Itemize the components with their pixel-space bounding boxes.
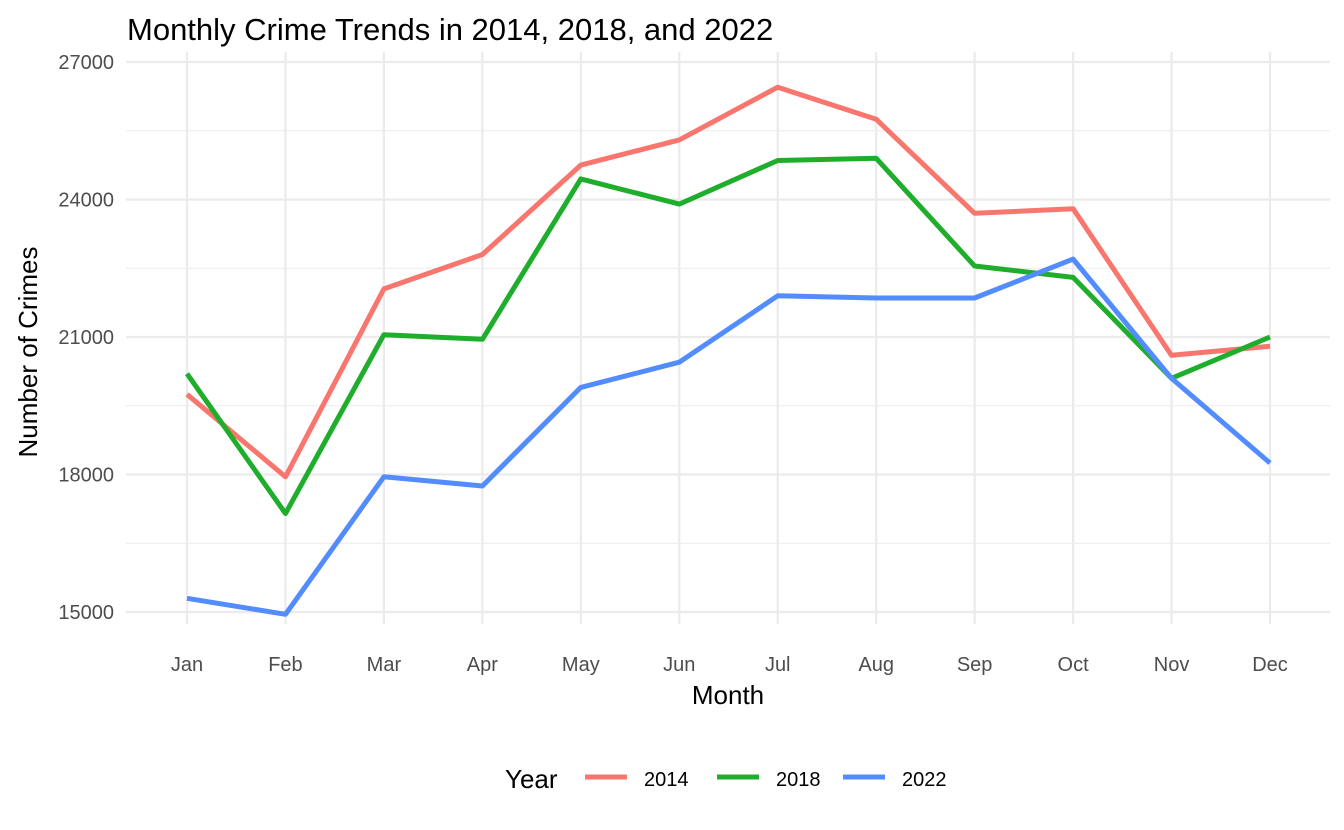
y-tick-label: 27000 — [58, 52, 114, 74]
y-tick-label: 21000 — [58, 327, 114, 349]
y-tick-label: 18000 — [58, 465, 114, 487]
series-lines — [184, 84, 1272, 617]
x-tick-label: Sep — [957, 654, 993, 676]
x-tick-label: Feb — [268, 654, 302, 676]
y-axis-ticks: 15000 18000 21000 24000 27000 — [58, 52, 114, 624]
x-tick-label: Dec — [1252, 654, 1288, 676]
series-line-2014 — [185, 84, 1271, 480]
series-line-2022 — [186, 256, 1272, 617]
x-tick-label: Mar — [367, 654, 402, 676]
x-tick-label: May — [562, 654, 600, 676]
grid — [126, 52, 1330, 624]
x-tick-label: Jul — [765, 654, 791, 676]
x-axis-ticks: Jan Feb Mar Apr May Jun Jul Aug Sep Oct Nov Dec — [171, 654, 1288, 676]
x-tick-label: Aug — [858, 654, 894, 676]
x-tick-label: Oct — [1058, 654, 1090, 676]
legend: Year 2014 2018 2022 — [505, 764, 947, 794]
legend-label-2022: 2022 — [902, 769, 947, 791]
x-tick-label: Apr — [467, 654, 498, 676]
y-axis-title: Number of Crimes — [13, 247, 43, 458]
x-tick-label: Jan — [171, 654, 203, 676]
y-tick-label: 15000 — [58, 602, 114, 624]
legend-label-2018: 2018 — [776, 769, 821, 791]
series-line-2018 — [184, 155, 1271, 516]
x-tick-label: Jun — [663, 654, 695, 676]
legend-label-2014: 2014 — [644, 769, 689, 791]
x-tick-label: Nov — [1154, 654, 1190, 676]
x-axis-title: Month — [692, 680, 764, 710]
legend-title: Year — [505, 764, 558, 794]
y-tick-label: 24000 — [58, 190, 114, 212]
chart-title: Monthly Crime Trends in 2014, 2018, and … — [127, 12, 773, 47]
